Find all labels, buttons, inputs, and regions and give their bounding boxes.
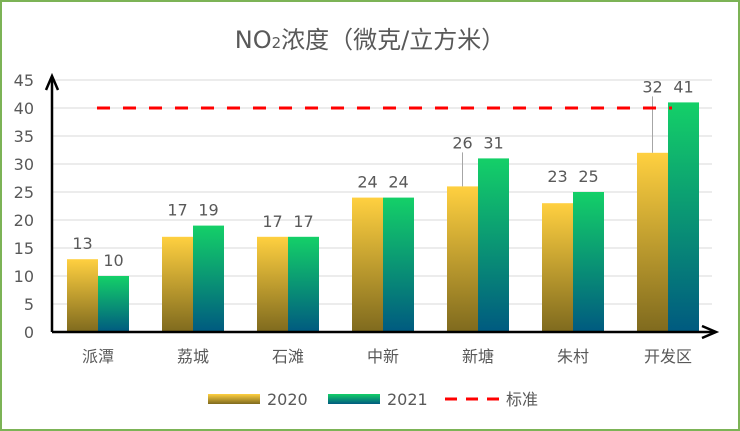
bar-2021 <box>668 102 699 333</box>
bar-2021 <box>573 192 604 332</box>
legend-swatch-2020 <box>208 394 260 404</box>
data-label: 17 <box>262 212 282 231</box>
bar-2020 <box>67 259 98 332</box>
legend-label: 2021 <box>387 390 428 409</box>
bar-2021 <box>98 276 129 332</box>
x-tick-label: 朱村 <box>557 347 589 366</box>
bar-2021 <box>478 158 509 332</box>
bar-2020 <box>447 186 478 332</box>
legend-swatch-2021 <box>328 394 380 404</box>
bar-2021 <box>383 197 414 332</box>
bar-2020 <box>352 197 383 332</box>
y-tick-label: 5 <box>24 295 34 314</box>
y-tick-label: 25 <box>14 183 34 202</box>
y-tick-label: 10 <box>14 267 34 286</box>
y-tick-label: 35 <box>14 127 34 146</box>
x-tick-label: 荔城 <box>177 347 209 366</box>
y-tick-label: 20 <box>14 211 34 230</box>
data-label: 24 <box>357 173 377 192</box>
data-label: 25 <box>578 167 598 186</box>
data-label: 31 <box>483 133 503 152</box>
legend-label: 2020 <box>267 390 308 409</box>
y-tick-label: 0 <box>24 323 34 342</box>
bar-2021 <box>193 225 224 332</box>
data-label: 32 <box>642 77 662 96</box>
x-tick-label: 开发区 <box>644 347 692 366</box>
data-label: 23 <box>547 167 567 186</box>
bar-2021 <box>288 236 319 332</box>
data-label: 17 <box>293 212 313 231</box>
data-label: 26 <box>452 133 472 152</box>
data-label: 17 <box>167 201 187 220</box>
data-label: 41 <box>673 77 693 96</box>
data-label: 13 <box>72 234 92 253</box>
y-axis-arrow-icon <box>44 72 60 91</box>
chart-title: NO2浓度（微克/立方米） <box>235 26 505 54</box>
x-tick-label: 中新 <box>367 347 399 366</box>
y-tick-label: 45 <box>14 71 34 90</box>
x-tick-label: 石滩 <box>272 347 304 366</box>
x-tick-label: 派潭 <box>82 347 114 366</box>
y-tick-label: 30 <box>14 155 34 174</box>
bar-2020 <box>257 236 288 332</box>
bar-2020 <box>637 152 668 332</box>
data-label: 19 <box>198 201 218 220</box>
x-axis-arrow-icon <box>701 324 720 340</box>
y-tick-label: 15 <box>14 239 34 258</box>
y-tick-label: 40 <box>14 99 34 118</box>
legend-label: 标准 <box>506 390 538 409</box>
data-label: 10 <box>103 251 123 270</box>
bar-2020 <box>162 236 193 332</box>
x-tick-label: 新塘 <box>462 347 494 366</box>
bar-2020 <box>542 203 573 332</box>
data-label: 24 <box>388 173 408 192</box>
